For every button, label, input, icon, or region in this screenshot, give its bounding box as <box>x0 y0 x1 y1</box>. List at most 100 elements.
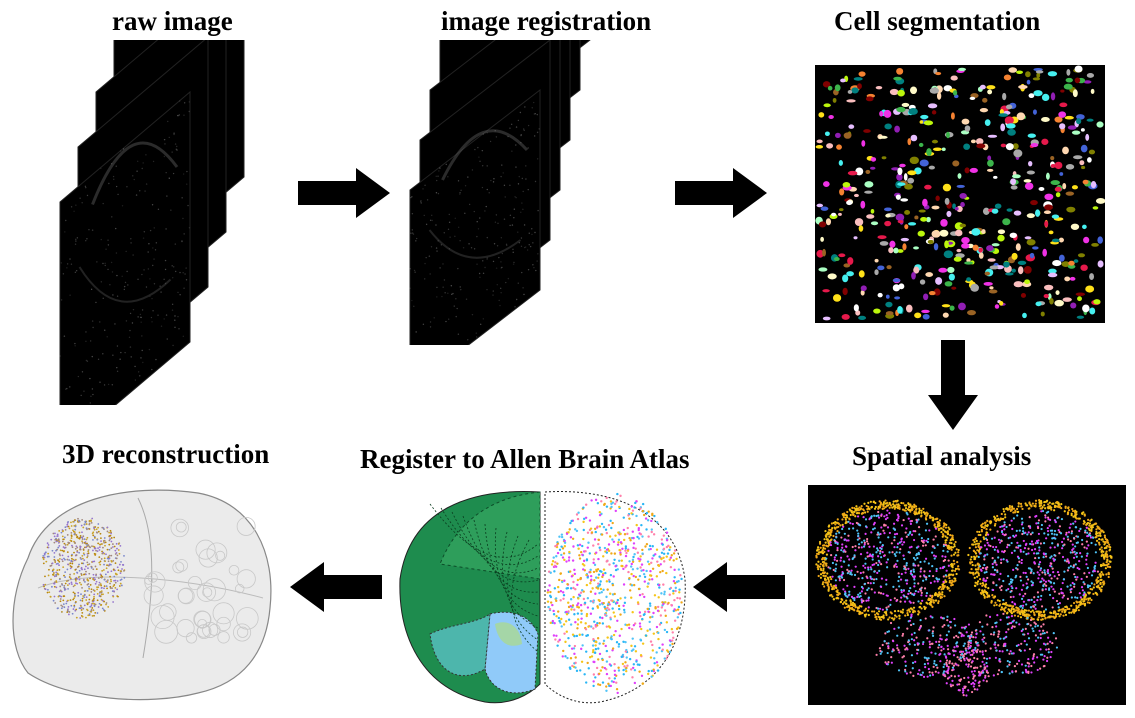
arrow-left-2 <box>290 562 382 612</box>
segmented-cell <box>1090 180 1097 189</box>
segmented-cell <box>1091 242 1099 247</box>
segmented-cell <box>1045 172 1050 180</box>
segmented-cell <box>961 118 970 125</box>
segmented-cell <box>964 125 971 132</box>
segmented-cell <box>1033 90 1043 97</box>
segmented-cell <box>979 84 986 90</box>
segmented-cell <box>935 195 940 202</box>
segmented-cell <box>822 81 831 88</box>
segmented-cell <box>1058 111 1067 118</box>
segmented-cell <box>838 160 843 166</box>
segmented-cell <box>883 109 892 118</box>
segmented-cell <box>976 143 986 149</box>
segmented-cell <box>1087 157 1092 163</box>
segmented-cell <box>966 258 971 263</box>
segmented-cell <box>822 289 830 293</box>
segmented-cell <box>997 234 1005 242</box>
segmented-cell <box>954 207 959 211</box>
segmented-cell <box>1071 185 1078 190</box>
segmented-cell <box>922 198 928 207</box>
segmented-cell <box>1040 311 1045 317</box>
segmented-cell <box>815 144 824 149</box>
segmented-cell <box>847 170 858 176</box>
segmented-cell <box>986 245 994 252</box>
brain-atlas-overlay <box>399 491 686 704</box>
segmented-cell <box>1065 191 1075 196</box>
segmented-cell <box>1009 232 1018 239</box>
segmented-cell <box>1016 112 1026 121</box>
segmented-cell <box>907 170 917 176</box>
segmented-cell <box>1089 307 1096 315</box>
segmented-cell <box>982 97 988 103</box>
segmented-cell <box>959 223 967 228</box>
segmented-cell <box>1034 209 1041 217</box>
segmented-cell <box>975 138 984 145</box>
segmented-cell <box>1032 246 1039 250</box>
segmented-cell <box>1047 272 1058 278</box>
segmented-cell <box>1005 272 1014 276</box>
segmented-cell <box>842 287 848 296</box>
segmented-cell <box>988 289 998 294</box>
segmented-cell <box>1051 238 1060 243</box>
segmented-cell <box>816 139 823 144</box>
segmented-cell <box>1043 210 1052 215</box>
segmented-cell <box>1054 116 1063 123</box>
segmented-cell <box>991 243 1000 247</box>
segmented-cell <box>885 294 890 299</box>
segmented-cell <box>925 272 934 277</box>
segmented-cell <box>1070 302 1077 309</box>
segmented-cell <box>952 90 958 96</box>
segmented-cell <box>904 210 911 215</box>
segmented-cell <box>1082 179 1089 185</box>
segmented-cell <box>1070 223 1080 230</box>
segmented-cell <box>878 135 888 139</box>
segmented-cell <box>919 279 926 285</box>
segmented-cell <box>999 301 1004 306</box>
segmented-cell <box>1026 213 1035 219</box>
segmented-cell <box>1089 273 1095 281</box>
segmented-cell <box>1090 88 1095 94</box>
segmented-cell <box>1054 186 1062 192</box>
segmented-cell <box>979 107 989 113</box>
segmented-cell <box>866 214 875 219</box>
segmented-cell <box>1006 208 1013 212</box>
segmented-cell <box>920 216 928 222</box>
segmented-cell <box>952 203 956 210</box>
segmented-cell <box>870 157 877 162</box>
segmented-cell <box>843 263 851 268</box>
segmented-cell <box>989 286 994 290</box>
segmented-cell <box>893 76 902 81</box>
segmented-cell <box>1061 261 1071 267</box>
segmented-cell <box>952 160 960 167</box>
segmented-cell <box>1055 192 1061 198</box>
segmented-cell <box>1026 239 1036 246</box>
segmented-cell <box>911 272 916 280</box>
segmented-cell <box>918 209 926 213</box>
segmented-cell <box>1073 259 1079 263</box>
segmented-cell <box>1083 236 1090 244</box>
segmented-cell <box>889 240 896 248</box>
segmented-cell <box>946 210 952 218</box>
segmented-cell <box>863 129 871 133</box>
segmented-cell <box>885 311 894 316</box>
segmented-cell <box>841 313 850 320</box>
segmented-cell <box>956 248 962 253</box>
segmented-cell <box>917 230 925 237</box>
segmented-cell <box>931 230 941 238</box>
segmented-cell <box>1036 72 1041 78</box>
segmented-cell <box>918 142 924 148</box>
segmented-cell <box>838 212 842 216</box>
segmented-cell <box>1085 133 1090 141</box>
arrow-down <box>928 340 978 430</box>
segmented-cell <box>1081 165 1086 170</box>
segmented-cell <box>970 139 976 144</box>
segmented-cell <box>950 112 955 120</box>
segmented-cell <box>839 188 845 196</box>
segmented-cell <box>905 304 913 313</box>
segmented-cell <box>842 182 851 188</box>
segmented-cell <box>931 139 939 144</box>
segmented-cell <box>1064 276 1071 282</box>
raw-image-title: raw image <box>112 6 233 36</box>
segmented-cell <box>1080 128 1085 132</box>
segmented-cell <box>941 304 951 308</box>
